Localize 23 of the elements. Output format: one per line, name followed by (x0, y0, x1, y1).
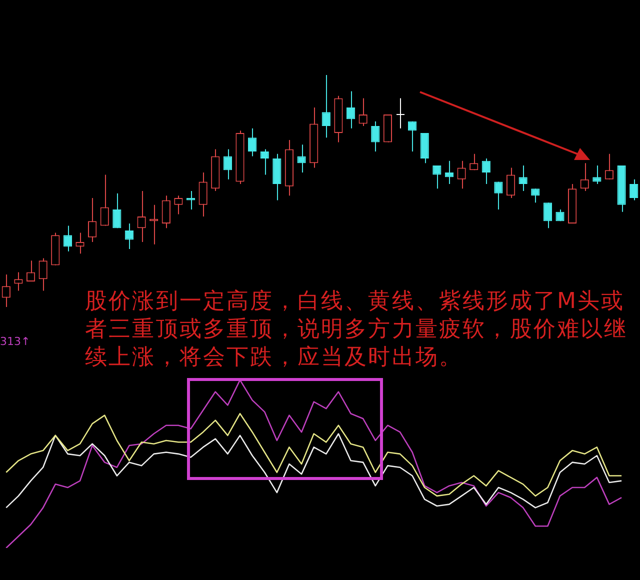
candlestick (186, 190, 196, 210)
candlestick (420, 132, 429, 164)
candlestick (297, 144, 306, 173)
candlestick (592, 164, 602, 185)
candlestick (38, 258, 48, 292)
candlestick (543, 202, 552, 229)
candlestick (518, 164, 528, 192)
candlestick (88, 197, 97, 243)
candlestick (396, 98, 405, 129)
candlestick (76, 232, 84, 254)
candlestick (408, 120, 417, 152)
candlestick (444, 160, 454, 185)
candlestick (371, 120, 380, 152)
text: 313↑ (0, 335, 30, 348)
candlestick (322, 74, 330, 138)
candlestick (112, 192, 122, 229)
candlestick (14, 272, 23, 292)
candlestick (162, 195, 170, 229)
candlestick (198, 172, 208, 218)
annotation: 股价涨到一定高度，白线、黄线、紫线形成了M头或者三重顶或多重顶，说明多方力量疲软，股价难以继续上涨，将会下跌，应当及时出场。 (85, 288, 629, 372)
candlestick (506, 167, 516, 198)
candlestick (100, 174, 109, 226)
candlestick (272, 153, 282, 201)
